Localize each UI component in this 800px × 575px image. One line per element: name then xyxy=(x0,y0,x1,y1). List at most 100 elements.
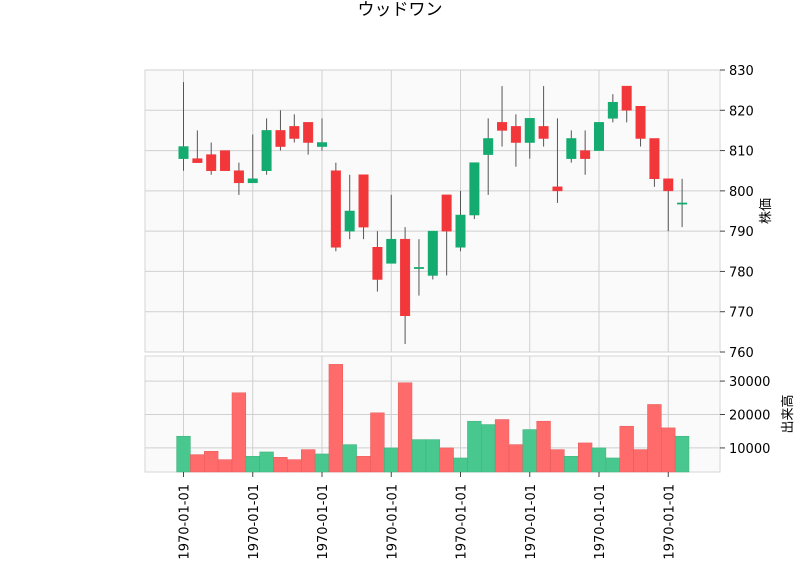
candle-body xyxy=(344,210,355,232)
volume-bar xyxy=(342,444,357,473)
volume-bar xyxy=(453,457,468,473)
candle-body xyxy=(358,174,369,228)
volume-bar xyxy=(370,412,385,473)
x-tick-label: 1970-01-01 xyxy=(593,484,608,560)
volume-bar xyxy=(384,447,399,473)
price-tick-label: 820 xyxy=(729,104,754,119)
volume-bar xyxy=(273,457,288,473)
volume-bar xyxy=(522,429,537,473)
candle-body xyxy=(206,154,217,171)
candle-body xyxy=(649,138,660,180)
volume-bar xyxy=(633,449,648,473)
volume-axis-label: 出来高 xyxy=(780,394,796,433)
candle-body xyxy=(510,126,521,143)
volume-bar xyxy=(328,364,344,473)
candle-body xyxy=(524,118,535,143)
price-tick-label: 790 xyxy=(729,225,754,240)
volume-bar xyxy=(231,392,247,473)
candle-body xyxy=(455,214,466,248)
x-axis-ticks: 1970-01-01 1970-01-01 1970-01-01 1970-01-01… xyxy=(178,472,677,560)
candle-body xyxy=(441,194,452,232)
candle-body xyxy=(552,186,563,192)
volume-bar xyxy=(259,451,274,473)
volume-bar xyxy=(439,447,454,473)
price-tick-label: 830 xyxy=(729,64,754,79)
volume-bar xyxy=(425,439,440,473)
volume-bar xyxy=(647,404,662,473)
candle-body xyxy=(566,138,577,159)
candle-body xyxy=(303,122,314,143)
volume-bars xyxy=(176,364,690,473)
candle-body xyxy=(413,267,424,269)
volume-bar xyxy=(674,435,690,473)
candle-body xyxy=(317,142,327,147)
volume-tick-label: 30000 xyxy=(729,375,770,390)
volume-bar xyxy=(176,435,191,473)
candle-body xyxy=(178,146,189,159)
price-panel-background xyxy=(144,69,721,353)
candle-body xyxy=(635,106,646,139)
x-tick-label: 1970-01-01 xyxy=(524,484,539,560)
volume-bar xyxy=(356,456,371,473)
price-grid xyxy=(145,69,720,353)
volume-bar xyxy=(411,439,427,473)
volume-bar xyxy=(397,382,413,473)
price-axis-ticks: 760 770 780 790 800 810 820 830 xyxy=(720,64,754,361)
volume-bar xyxy=(301,449,316,473)
volume-bar xyxy=(605,457,621,473)
price-tick-label: 800 xyxy=(729,185,754,200)
volume-bar xyxy=(508,444,524,473)
volume-bar xyxy=(591,447,607,473)
volume-bar xyxy=(217,459,233,473)
x-tick-label: 1970-01-01 xyxy=(178,484,193,560)
x-tick-label: 1970-01-01 xyxy=(316,484,331,560)
volume-bar xyxy=(287,459,302,473)
x-tick-label: 1970-01-01 xyxy=(247,484,262,560)
volume-bar xyxy=(536,420,551,473)
volume-tick-label: 10000 xyxy=(729,442,770,457)
volume-bar xyxy=(619,425,634,473)
volume-tick-label: 20000 xyxy=(729,409,770,424)
volume-bar xyxy=(578,442,593,473)
candle-body xyxy=(538,126,549,139)
candle-body xyxy=(677,202,688,205)
price-panel: 760 770 780 790 800 810 820 830 株価 xyxy=(144,64,774,361)
candle-body xyxy=(192,158,203,163)
candle-body xyxy=(289,126,300,139)
x-tick-label: 1970-01-01 xyxy=(455,484,470,560)
x-tick-label: 1970-01-01 xyxy=(662,484,677,560)
candle-body xyxy=(607,101,618,119)
volume-bar xyxy=(314,453,330,473)
candle-body xyxy=(386,238,397,264)
price-tick-label: 770 xyxy=(729,306,754,321)
volume-bar xyxy=(550,449,565,473)
candle-body xyxy=(427,230,438,276)
volume-panel: 10000 20000 30000 出来高 xyxy=(144,355,796,473)
candle-body xyxy=(261,130,272,171)
volume-bar xyxy=(661,427,676,473)
chart-title: ウッドワン xyxy=(358,0,443,20)
candle-body xyxy=(400,238,411,316)
volume-bar xyxy=(204,451,219,473)
price-tick-label: 760 xyxy=(729,346,754,361)
candle-body xyxy=(580,150,591,159)
candles xyxy=(178,82,688,344)
x-tick-label: 1970-01-01 xyxy=(385,484,400,560)
candle-body xyxy=(663,178,674,192)
candle-body xyxy=(330,170,341,248)
candle-body xyxy=(621,85,632,111)
volume-bar xyxy=(564,456,579,473)
candle-body xyxy=(497,122,508,131)
volume-bar xyxy=(481,424,496,473)
volume-axis-ticks: 10000 20000 30000 xyxy=(720,375,770,457)
volume-bar xyxy=(494,419,510,473)
price-tick-label: 780 xyxy=(729,265,754,280)
candle-body xyxy=(220,150,231,171)
candle-body xyxy=(247,178,258,184)
price-tick-label: 810 xyxy=(729,145,754,160)
candle-body xyxy=(372,247,383,280)
candle-body xyxy=(594,122,604,151)
volume-bar xyxy=(245,456,260,473)
volume-bar xyxy=(190,454,205,473)
